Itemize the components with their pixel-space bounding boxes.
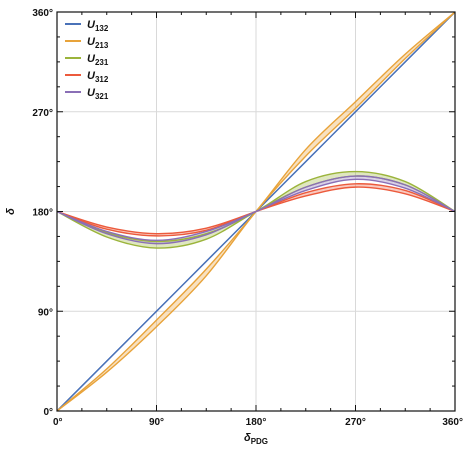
legend-label-subscript: 132 bbox=[95, 24, 109, 33]
legend-label-symbol: U bbox=[87, 53, 96, 65]
x-tick-label: 360° bbox=[442, 417, 463, 428]
legend-label-symbol: U bbox=[87, 70, 96, 82]
y-tick-label: 90° bbox=[38, 307, 53, 318]
x-tick-label: 180° bbox=[246, 417, 267, 428]
x-axis-title: δPDG bbox=[244, 432, 268, 446]
y-axis-title: δ bbox=[5, 208, 17, 215]
series-lines bbox=[56, 11, 456, 412]
series-lower-line-321 bbox=[56, 178, 456, 245]
x-axis-title-symbol: δ bbox=[244, 432, 251, 444]
y-tick-label: 360° bbox=[32, 8, 53, 19]
legend-label-321: U321 bbox=[87, 87, 109, 101]
legend-label-132: U132 bbox=[87, 19, 109, 33]
x-tick-label: 270° bbox=[345, 417, 366, 428]
legend-label-231: U231 bbox=[87, 53, 109, 67]
ticks bbox=[56, 11, 456, 412]
legend-label-subscript: 321 bbox=[95, 92, 109, 101]
legend-label-subscript: 231 bbox=[95, 58, 109, 67]
legend-label-symbol: U bbox=[87, 87, 96, 99]
y-tick-label: 270° bbox=[32, 108, 53, 119]
x-tick-label: 90° bbox=[149, 417, 164, 428]
legend-label-symbol: U bbox=[87, 19, 96, 31]
y-tick-label: 0° bbox=[43, 407, 53, 418]
legend-label-213: U213 bbox=[87, 36, 109, 50]
legend-label-312: U312 bbox=[87, 70, 109, 84]
tick-labels: 0° 90° 180° 270° 360° 0° 90° 180° 270° 360° bbox=[32, 8, 463, 428]
y-tick-label: 180° bbox=[32, 208, 53, 219]
legend-label-subscript: 312 bbox=[95, 75, 109, 84]
x-tick-label: 0° bbox=[53, 417, 63, 428]
legend-label-subscript: 213 bbox=[95, 41, 109, 50]
x-axis-title-subscript: PDG bbox=[251, 437, 268, 446]
legend-label-symbol: U bbox=[87, 36, 96, 48]
